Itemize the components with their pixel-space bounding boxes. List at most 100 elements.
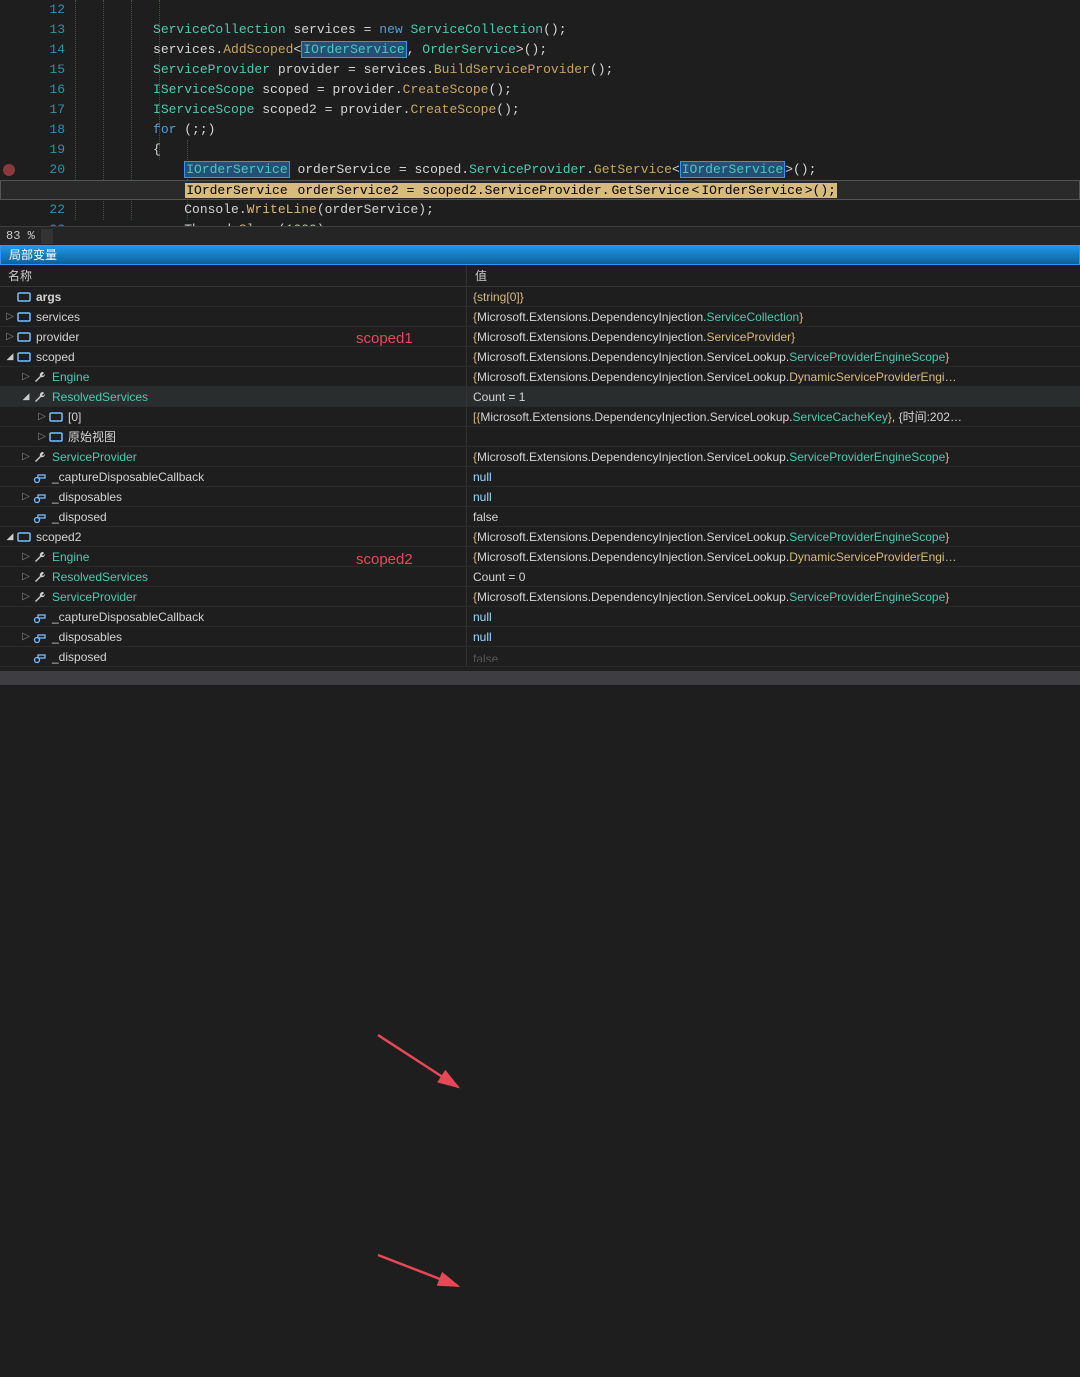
line-number: 18 xyxy=(18,120,65,140)
line-number: 17 xyxy=(18,100,65,120)
expand-toggle[interactable] xyxy=(4,531,16,542)
code-line[interactable]: ServiceProvider provider = services.Buil… xyxy=(75,60,1080,80)
var-icon xyxy=(48,429,64,445)
variable-value: {Microsoft.Extensions.DependencyInjectio… xyxy=(467,347,1080,366)
field-icon xyxy=(32,609,48,625)
expand-toggle[interactable] xyxy=(4,331,16,342)
variable-value: null xyxy=(467,467,1080,486)
variable-name: provider xyxy=(36,330,79,344)
variable-name: ServiceProvider xyxy=(52,450,137,464)
expand-toggle[interactable] xyxy=(20,551,32,562)
variable-name: _disposables xyxy=(52,630,122,644)
wrench-icon xyxy=(32,589,48,605)
locals-row[interactable]: scoped2{Microsoft.Extensions.DependencyI… xyxy=(0,527,1080,547)
horizontal-scrollbar[interactable] xyxy=(0,671,1080,685)
expand-toggle[interactable] xyxy=(20,371,32,382)
locals-row[interactable]: provider {Microsoft.Extensions.Dependency… xyxy=(0,327,1080,347)
expand-toggle[interactable] xyxy=(4,311,16,322)
locals-row[interactable]: _captureDisposableCallback null xyxy=(0,467,1080,487)
locals-row[interactable]: scoped{Microsoft.Extensions.DependencyIn… xyxy=(0,347,1080,367)
locals-row[interactable]: ResolvedServicesCount = 0 xyxy=(0,567,1080,587)
variable-name: ResolvedServices xyxy=(52,390,148,404)
line-number: 12 xyxy=(18,0,65,20)
code-line[interactable]: IOrderService orderService = scoped.Serv… xyxy=(75,160,1080,180)
locals-row[interactable]: ServiceProvider {Microsoft.Extensions.Dep… xyxy=(0,587,1080,607)
editor-gutter: 12131415161718192021222324 xyxy=(0,0,75,245)
line-number: 22 xyxy=(18,200,65,220)
wrench-icon xyxy=(32,389,48,405)
variable-name: Engine xyxy=(52,550,89,564)
locals-row[interactable]: services{Microsoft.Extensions.Dependency… xyxy=(0,307,1080,327)
expand-toggle[interactable] xyxy=(20,631,32,642)
column-value-header[interactable]: 值 xyxy=(467,265,1080,286)
variable-value: Count = 1 xyxy=(467,387,1080,406)
locals-row[interactable]: _captureDisposableCallbacknull xyxy=(0,607,1080,627)
variable-value: null xyxy=(467,627,1080,646)
variable-name: scoped2 xyxy=(36,530,81,544)
code-line[interactable]: services.AddScoped<IOrderService, OrderS… xyxy=(75,40,1080,60)
variable-value: {Microsoft.Extensions.DependencyInjectio… xyxy=(467,447,1080,466)
var-icon xyxy=(16,349,32,365)
expand-toggle[interactable] xyxy=(20,591,32,602)
expand-toggle[interactable] xyxy=(36,431,48,442)
variable-name: _disposables xyxy=(52,490,122,504)
variable-name: _captureDisposableCallback xyxy=(52,470,204,484)
locals-row[interactable]: Engine{Microsoft.Extensions.DependencyIn… xyxy=(0,367,1080,387)
field-icon xyxy=(32,509,48,525)
locals-tree[interactable]: args{string[0]}services{Microsoft.Extens… xyxy=(0,287,1080,671)
code-line[interactable] xyxy=(75,0,1080,20)
variable-name: 原始视图 xyxy=(68,428,116,445)
locals-row[interactable]: ServiceProvider {Microsoft.Extensions.Dep… xyxy=(0,447,1080,467)
breakpoint-column[interactable] xyxy=(0,0,18,245)
line-number: 15 xyxy=(18,60,65,80)
locals-row[interactable]: Engine{Microsoft.Extensions.DependencyIn… xyxy=(0,547,1080,567)
field-icon xyxy=(32,629,48,645)
variable-name: ServiceProvider xyxy=(52,590,137,604)
expand-toggle[interactable] xyxy=(36,411,48,422)
zoom-level[interactable]: 83 % xyxy=(0,229,41,243)
expand-toggle[interactable] xyxy=(20,451,32,462)
variable-name: [0] xyxy=(68,410,81,424)
expand-toggle[interactable] xyxy=(20,391,32,402)
line-number: 19 xyxy=(18,140,65,160)
variable-name: _disposed xyxy=(52,650,107,664)
code-content[interactable]: ServiceCollection services = new Service… xyxy=(75,0,1080,245)
expand-toggle[interactable] xyxy=(20,571,32,582)
code-line[interactable]: { xyxy=(75,140,1080,160)
variable-value: {Microsoft.Extensions.DependencyInjectio… xyxy=(467,587,1080,606)
field-icon xyxy=(32,489,48,505)
code-line[interactable]: for (;;) xyxy=(75,120,1080,140)
var-icon xyxy=(16,329,32,345)
code-line[interactable]: IServiceScope scoped2 = provider.CreateS… xyxy=(75,100,1080,120)
locals-panel-header[interactable]: 局部变量 xyxy=(0,245,1080,265)
wrench-icon xyxy=(32,369,48,385)
variable-value: Count = 0 xyxy=(467,567,1080,586)
column-name-header[interactable]: 名称 xyxy=(0,265,467,286)
locals-row[interactable]: ResolvedServices Count = 1 xyxy=(0,387,1080,407)
line-numbers: 12131415161718192021222324 xyxy=(18,0,75,245)
variable-value: null xyxy=(467,607,1080,626)
var-icon xyxy=(48,409,64,425)
locals-row[interactable]: 原始视图 xyxy=(0,427,1080,447)
code-line[interactable]: IServiceScope scoped = provider.CreateSc… xyxy=(75,80,1080,100)
zoom-dropdown-icon[interactable] xyxy=(41,229,53,244)
expand-toggle[interactable] xyxy=(20,491,32,502)
locals-row[interactable]: _disposables null xyxy=(0,627,1080,647)
variable-value: {Microsoft.Extensions.DependencyInjectio… xyxy=(467,327,1080,346)
code-line[interactable]: Console.WriteLine(orderService); xyxy=(75,200,1080,220)
line-number: 20 xyxy=(18,160,65,180)
code-line[interactable]: ServiceCollection services = new Service… xyxy=(75,20,1080,40)
expand-toggle[interactable] xyxy=(4,351,16,362)
locals-row[interactable]: [0][{Microsoft.Extensions.DependencyInje… xyxy=(0,407,1080,427)
code-editor[interactable]: 12131415161718192021222324 ServiceCollec… xyxy=(0,0,1080,245)
var-icon xyxy=(16,529,32,545)
breakpoint-icon[interactable] xyxy=(3,164,15,176)
locals-row[interactable]: _disposedfalse xyxy=(0,507,1080,527)
locals-row[interactable]: args{string[0]} xyxy=(0,287,1080,307)
code-line[interactable]: IOrderService orderService2 = scoped2.Se… xyxy=(0,180,1080,200)
locals-row[interactable]: _disposablesnull xyxy=(0,487,1080,507)
field-icon xyxy=(32,469,48,485)
line-number: 14 xyxy=(18,40,65,60)
locals-row[interactable]: _disposedfalse xyxy=(0,647,1080,667)
wrench-icon xyxy=(32,449,48,465)
